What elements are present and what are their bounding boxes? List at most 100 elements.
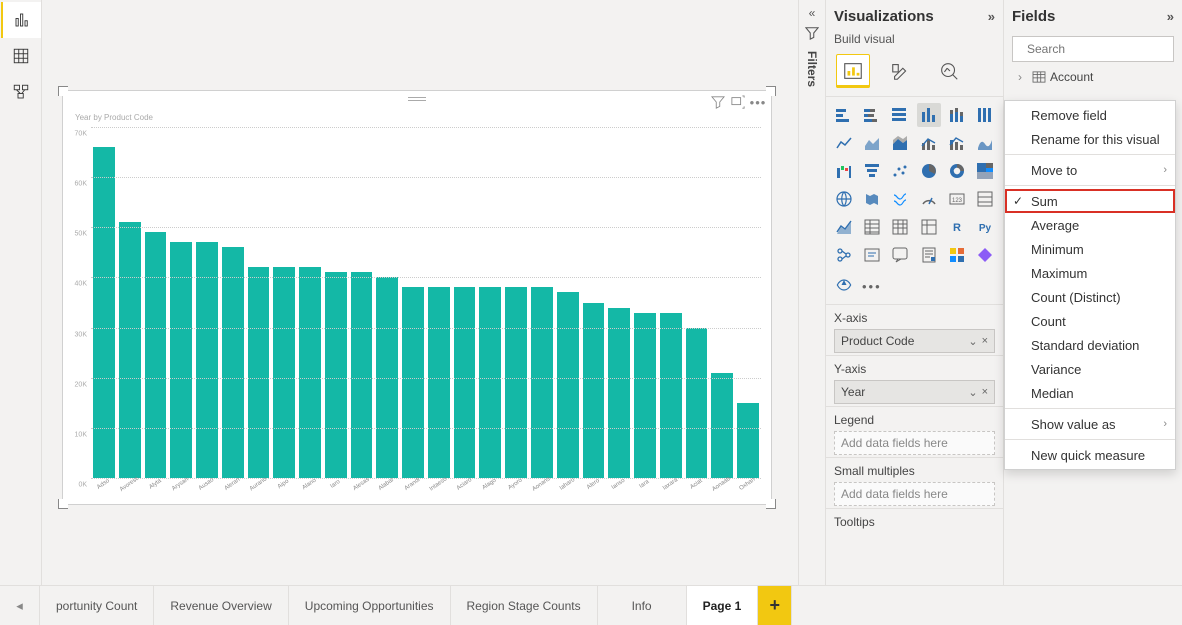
ctx-show-value-as[interactable]: Show value as› bbox=[1005, 412, 1175, 436]
resize-handle-tl[interactable] bbox=[58, 86, 68, 96]
small-multiples-well-dropzone[interactable]: Add data fields here bbox=[834, 482, 995, 506]
viz-type-11[interactable] bbox=[973, 131, 997, 155]
chart-bar[interactable] bbox=[222, 247, 244, 478]
fields-search-box[interactable] bbox=[1012, 36, 1174, 62]
data-view-button[interactable] bbox=[1, 38, 41, 74]
ctx-agg-variance[interactable]: Variance bbox=[1005, 357, 1175, 381]
viz-gallery-ellipsis[interactable]: ••• bbox=[862, 279, 882, 294]
viz-type-22[interactable]: 123 bbox=[945, 187, 969, 211]
viz-type-29[interactable]: Py bbox=[973, 215, 997, 239]
legend-well-dropzone[interactable]: Add data fields here bbox=[834, 431, 995, 455]
filters-pane-collapsed[interactable]: « Filters bbox=[798, 0, 826, 585]
chart-bar[interactable] bbox=[299, 267, 321, 478]
viz-type-9[interactable] bbox=[917, 131, 941, 155]
chart-bar[interactable] bbox=[711, 373, 733, 478]
more-options-icon[interactable]: ••• bbox=[751, 95, 765, 109]
resize-handle-tr[interactable] bbox=[766, 86, 776, 96]
viz-type-19[interactable] bbox=[860, 187, 884, 211]
ctx-agg-median[interactable]: Median bbox=[1005, 381, 1175, 405]
ctx-agg-standard-deviation[interactable]: Standard deviation bbox=[1005, 333, 1175, 357]
chart-bar[interactable] bbox=[351, 272, 373, 478]
viz-type-32[interactable] bbox=[888, 243, 912, 267]
page-tab[interactable]: Page 1 bbox=[687, 586, 759, 625]
page-tab[interactable]: portunity Count bbox=[40, 586, 154, 625]
viz-type-2[interactable] bbox=[888, 103, 912, 127]
chart-bar[interactable] bbox=[479, 287, 501, 478]
x-axis-field-pill[interactable]: Product Code ⌄× bbox=[834, 329, 995, 353]
viz-type-20[interactable] bbox=[888, 187, 912, 211]
viz-type-26[interactable] bbox=[888, 215, 912, 239]
ctx-remove-field[interactable]: Remove field bbox=[1005, 103, 1175, 127]
viz-type-8[interactable] bbox=[888, 131, 912, 155]
viz-type-18[interactable] bbox=[832, 187, 856, 211]
collapse-viz-icon[interactable]: » bbox=[988, 9, 995, 24]
viz-type-6[interactable] bbox=[832, 131, 856, 155]
chart-bar[interactable] bbox=[531, 287, 553, 478]
viz-type-21[interactable] bbox=[917, 187, 941, 211]
collapse-fields-icon[interactable]: » bbox=[1167, 9, 1174, 24]
model-view-button[interactable] bbox=[1, 74, 41, 110]
visual-drag-grip[interactable] bbox=[408, 95, 426, 103]
chart-bar[interactable] bbox=[634, 313, 656, 478]
y-axis-field-pill[interactable]: Year ⌄× bbox=[834, 380, 995, 404]
chart-bar[interactable] bbox=[145, 232, 167, 478]
viz-type-4[interactable] bbox=[945, 103, 969, 127]
viz-type-25[interactable] bbox=[860, 215, 884, 239]
viz-type-1[interactable] bbox=[860, 103, 884, 127]
viz-type-7[interactable] bbox=[860, 131, 884, 155]
viz-type-31[interactable] bbox=[860, 243, 884, 267]
chart-bar[interactable] bbox=[686, 328, 708, 478]
viz-type-3[interactable] bbox=[917, 103, 941, 127]
ctx-agg-count-distinct-[interactable]: Count (Distinct) bbox=[1005, 285, 1175, 309]
filter-icon[interactable] bbox=[711, 95, 725, 109]
viz-type-10[interactable] bbox=[945, 131, 969, 155]
viz-type-24[interactable] bbox=[832, 215, 856, 239]
tab-scroll-left[interactable]: ◂ bbox=[0, 586, 40, 625]
page-tab[interactable]: Region Stage Counts bbox=[451, 586, 598, 625]
get-more-visuals-icon[interactable] bbox=[834, 275, 854, 298]
analytics-tab[interactable] bbox=[932, 54, 966, 88]
chart-bar[interactable] bbox=[325, 272, 347, 478]
chart-bar[interactable] bbox=[737, 403, 759, 478]
ctx-agg-count[interactable]: Count bbox=[1005, 309, 1175, 333]
chart-bar[interactable] bbox=[660, 313, 682, 478]
chart-bar[interactable] bbox=[608, 308, 630, 478]
viz-type-33[interactable] bbox=[917, 243, 941, 267]
report-view-button[interactable] bbox=[1, 2, 41, 38]
chart-bar[interactable] bbox=[402, 287, 424, 478]
viz-type-17[interactable] bbox=[973, 159, 997, 183]
ctx-move-to[interactable]: Move to› bbox=[1005, 158, 1175, 182]
x-axis-field-dropdown-icon[interactable]: ⌄ bbox=[968, 335, 977, 348]
viz-type-15[interactable] bbox=[917, 159, 941, 183]
resize-handle-br[interactable] bbox=[766, 499, 776, 509]
focus-mode-icon[interactable] bbox=[731, 95, 745, 109]
ctx-agg-maximum[interactable]: Maximum bbox=[1005, 261, 1175, 285]
build-visual-tab[interactable] bbox=[836, 54, 870, 88]
chart-bar[interactable] bbox=[583, 303, 605, 479]
viz-type-34[interactable] bbox=[945, 243, 969, 267]
fields-table-item[interactable]: › Account bbox=[1004, 68, 1182, 86]
resize-handle-bl[interactable] bbox=[58, 499, 68, 509]
report-canvas[interactable]: ••• Year by Product Code 0K10K20K30K40K5… bbox=[42, 0, 798, 585]
viz-type-16[interactable] bbox=[945, 159, 969, 183]
chart-bar[interactable] bbox=[454, 287, 476, 478]
viz-type-0[interactable] bbox=[832, 103, 856, 127]
viz-type-13[interactable] bbox=[860, 159, 884, 183]
y-axis-field-dropdown-icon[interactable]: ⌄ bbox=[968, 386, 977, 399]
format-visual-tab[interactable] bbox=[884, 54, 918, 88]
viz-type-23[interactable] bbox=[973, 187, 997, 211]
viz-type-14[interactable] bbox=[888, 159, 912, 183]
chart-bar[interactable] bbox=[119, 222, 141, 478]
y-axis-field-remove-icon[interactable]: × bbox=[982, 386, 988, 399]
chart-bar[interactable] bbox=[273, 267, 295, 478]
add-page-button[interactable]: + bbox=[758, 586, 792, 625]
page-tab[interactable]: Revenue Overview bbox=[154, 586, 288, 625]
ctx-rename-for-visual[interactable]: Rename for this visual bbox=[1005, 127, 1175, 151]
viz-type-30[interactable] bbox=[832, 243, 856, 267]
chart-bar[interactable] bbox=[505, 287, 527, 478]
chart-bar[interactable] bbox=[248, 267, 270, 478]
ctx-agg-sum[interactable]: ✓Sum bbox=[1005, 189, 1175, 213]
expand-filters-icon[interactable]: « bbox=[809, 6, 816, 20]
x-axis-field-remove-icon[interactable]: × bbox=[982, 335, 988, 348]
ctx-agg-average[interactable]: Average bbox=[1005, 213, 1175, 237]
